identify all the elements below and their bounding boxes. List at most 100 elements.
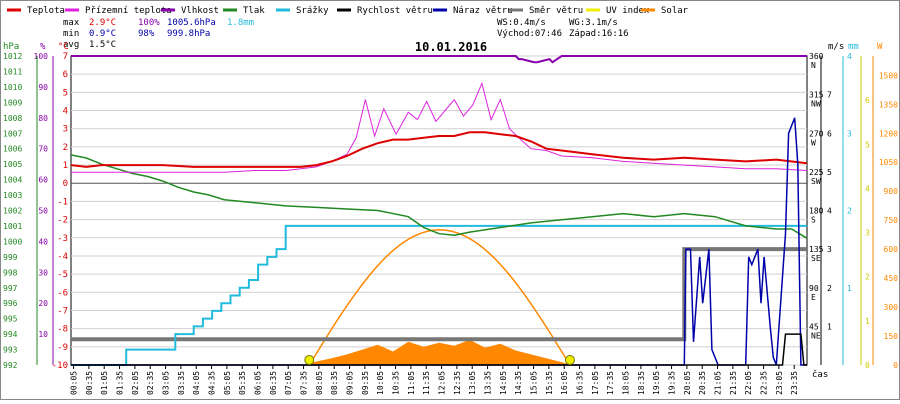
tick-ms: 5: [827, 168, 832, 177]
x-tick-label: 03:35: [177, 371, 186, 395]
tick-temp: -1: [57, 197, 68, 207]
x-tick-label: 01:35: [116, 371, 125, 395]
x-tick-label: 04:35: [208, 371, 217, 395]
x-tick-label: 21:35: [729, 371, 738, 395]
stat-avg-temp: 1.5°C: [89, 40, 116, 50]
tick-hpa: 994: [3, 330, 18, 339]
x-tick-label: 13:05: [468, 371, 477, 395]
series-temperature: [70, 131, 808, 168]
x-tick-label: 00:05: [70, 371, 79, 395]
tick-hpa: 1012: [3, 52, 22, 61]
x-axis: 00:05 00:35 01:05 01:35 02:05 02:35 03:05 03:35…: [70, 365, 799, 395]
tick-temp: -2: [57, 216, 68, 226]
x-tick-label: 09:35: [361, 371, 370, 395]
chart-title: 10.01.2016: [415, 40, 487, 54]
tick-hpa: 1007: [3, 129, 22, 138]
tick-dir-label: NE: [811, 331, 821, 340]
tick-hpa: 1010: [3, 83, 22, 92]
tick-uv: 4: [865, 184, 870, 193]
stat-max-press: 1005.6hPa: [167, 18, 216, 28]
series-humidity: [71, 55, 807, 64]
x-tick-label: 16:35: [576, 371, 585, 395]
axes: -10-9-8-7-6-5-4-3-2-10123456799299399499…: [3, 52, 898, 371]
tick-pct: 80: [38, 114, 48, 123]
legend-label: Srážky: [296, 6, 329, 16]
unit-w: W: [877, 42, 883, 52]
tick-w: 750: [884, 216, 899, 225]
tick-pct: 40: [38, 237, 48, 246]
legend-label: Vlhkost: [181, 6, 219, 16]
tick-uv: 2: [865, 273, 870, 282]
tick-ms: 7: [827, 91, 832, 100]
x-tick-label: 22:35: [760, 371, 769, 395]
tick-mm: 1: [847, 284, 852, 293]
tick-dir-label: W: [811, 138, 816, 147]
tick-dir-label: S: [811, 216, 816, 225]
tick-dir: 90: [809, 284, 819, 293]
tick-w: 600: [884, 245, 899, 254]
x-tick-label: 00:35: [85, 371, 94, 395]
tick-dir: 180: [809, 207, 824, 216]
tick-pct: 100: [34, 52, 49, 61]
tick-temp: 1: [63, 161, 68, 171]
tick-dir-label: SE: [811, 254, 821, 263]
x-tick-label: 03:05: [162, 371, 171, 395]
x-tick-label: 16:05: [560, 371, 569, 395]
tick-dir: 270: [809, 129, 824, 138]
tick-temp: 2: [63, 143, 68, 153]
x-tick-label: 19:05: [652, 371, 661, 395]
stat-min-temp: 0.9°C: [89, 29, 116, 39]
x-tick-label: 23:35: [790, 371, 799, 395]
series-precipitation: [71, 224, 807, 366]
x-tick-label: 08:35: [330, 371, 339, 395]
tick-temp: 0: [63, 179, 68, 189]
tick-pct: 10: [38, 330, 48, 339]
tick-temp: -8: [57, 325, 68, 335]
tick-temp: -6: [57, 288, 68, 298]
tick-temp: -10: [52, 361, 68, 371]
x-tick-label: 19:35: [668, 371, 677, 395]
tick-temp: -5: [57, 270, 68, 280]
unit-temp: °C: [58, 42, 69, 52]
tick-temp: -7: [57, 306, 68, 316]
tick-temp: -3: [57, 234, 68, 244]
tick-w: 1350: [879, 100, 898, 109]
unit-hpa: hPa: [3, 42, 19, 52]
tick-uv: 1: [865, 317, 870, 326]
x-tick-label: 11:35: [422, 371, 431, 395]
unit-mm: mm: [848, 42, 859, 52]
tick-hpa: 1011: [3, 67, 22, 76]
tick-w: 1500: [879, 71, 898, 80]
stat-min-hum: 98%: [138, 29, 155, 39]
tick-temp: -9: [57, 343, 68, 353]
x-tick-label: 01:05: [100, 371, 109, 395]
tick-w: 0: [893, 361, 898, 370]
tick-ms: 3: [827, 245, 832, 254]
x-tick-label: 04:05: [192, 371, 201, 395]
x-tick-label: 10:35: [392, 371, 401, 395]
tick-dir-label: NW: [811, 100, 821, 109]
x-tick-label: 02:05: [131, 371, 140, 395]
tick-hpa: 998: [3, 268, 18, 277]
x-tick-label: 05:05: [223, 371, 232, 395]
tick-w: 1050: [879, 158, 898, 167]
tick-pct: 30: [38, 268, 48, 277]
legend-label: Náraz větru: [453, 6, 513, 16]
tick-pct: 70: [38, 145, 48, 154]
x-tick-label: 11:05: [407, 371, 416, 395]
x-tick-label: 07:35: [300, 371, 309, 395]
x-tick-label: 14:35: [514, 371, 523, 395]
tick-ms: 1: [827, 322, 832, 331]
tick-uv: 3: [865, 229, 870, 238]
tick-dir: 225: [809, 168, 824, 177]
tick-uv: 5: [865, 140, 870, 149]
legend-label: UV index: [606, 6, 650, 16]
tick-w: 1200: [879, 129, 898, 138]
x-tick-label: 15:35: [545, 371, 554, 395]
tick-dir: 315: [809, 91, 824, 100]
x-tick-label: 13:35: [484, 371, 493, 395]
legend-label: Solar: [661, 6, 689, 16]
sun-marker: [564, 355, 575, 365]
series-ground-temperature: [71, 81, 808, 173]
x-tick-label: 12:35: [453, 371, 462, 395]
